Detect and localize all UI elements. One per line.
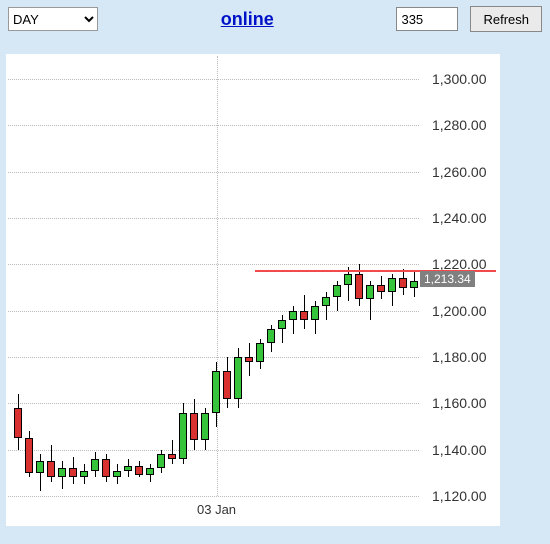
candle-wick (40, 454, 41, 491)
grid-line-h (8, 125, 419, 126)
candle-body (201, 413, 209, 441)
candle-body (300, 311, 308, 320)
grid-line-h (8, 79, 419, 80)
candle-body (47, 461, 55, 477)
candle-body (289, 311, 297, 320)
candle-body (102, 459, 110, 478)
candle-body (14, 408, 22, 438)
grid-line-h (8, 357, 419, 358)
candle-body (322, 297, 330, 306)
candle-body (212, 371, 220, 413)
online-link[interactable]: online (221, 9, 274, 30)
candle-body (190, 413, 198, 441)
candle-body (377, 285, 385, 292)
candle-body (256, 343, 264, 362)
candle-body (157, 454, 165, 468)
candle-body (388, 278, 396, 292)
candle-body (36, 461, 44, 473)
candle-body (146, 468, 154, 475)
candle-body (366, 285, 374, 299)
grid-line-v (217, 56, 218, 496)
candle-body (311, 306, 319, 320)
y-axis-label: 1,240.00 (432, 210, 487, 226)
candle-body (234, 357, 242, 399)
candle-body (69, 468, 77, 477)
candle-body (223, 371, 231, 399)
refresh-button[interactable]: Refresh (470, 6, 542, 32)
y-axis-label: 1,140.00 (432, 442, 487, 458)
grid-line-h (8, 172, 419, 173)
y-axis-label: 1,160.00 (432, 395, 487, 411)
last-price-tag: 1,213.34 (420, 271, 475, 287)
candle-body (333, 285, 341, 297)
y-axis-label: 1,180.00 (432, 349, 487, 365)
y-axis-label: 1,200.00 (432, 303, 487, 319)
candle-body (399, 278, 407, 287)
grid-line-h (8, 218, 419, 219)
candle-body (168, 454, 176, 459)
grid-line-h (8, 264, 419, 265)
y-axis-label: 1,300.00 (432, 71, 487, 87)
bar-count-input[interactable] (396, 7, 458, 31)
grid-line-h (8, 450, 419, 451)
candle-body (113, 471, 121, 478)
candle-body (124, 466, 132, 471)
x-axis-label: 03 Jan (197, 502, 236, 517)
candle-body (135, 466, 143, 475)
timeframe-select[interactable]: DAY (8, 7, 98, 31)
candle-body (344, 274, 352, 286)
candle-body (91, 459, 99, 471)
candle-body (267, 329, 275, 343)
candle-body (179, 413, 187, 459)
candle-body (410, 281, 418, 288)
candle-body (25, 438, 33, 473)
candle-body (278, 320, 286, 329)
toolbar: DAY online Refresh (0, 0, 550, 44)
candle-body (245, 357, 253, 362)
grid-line-h (8, 311, 419, 312)
candle-wick (172, 440, 173, 463)
candle-body (80, 471, 88, 478)
y-axis-label: 1,260.00 (432, 164, 487, 180)
y-axis-label: 1,120.00 (432, 488, 487, 504)
price-chart: 1,120.00 1,140.00 1,160.00 1,180.00 1,200.00… (0, 54, 550, 538)
app-root: DAY online Refresh 1,120.00 1,140.00 1,160… (0, 0, 550, 544)
candle-body (355, 274, 363, 299)
y-axis-label: 1,280.00 (432, 117, 487, 133)
candle-body (58, 468, 66, 477)
grid-line-h (8, 496, 419, 497)
